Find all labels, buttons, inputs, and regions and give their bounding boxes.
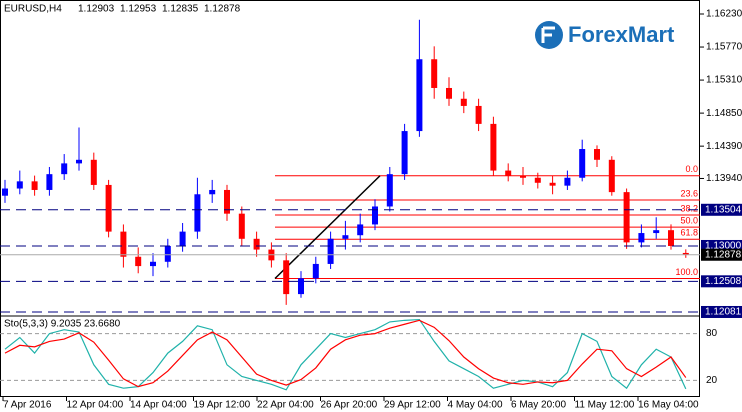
candle-body <box>283 260 290 295</box>
candle-body <box>135 256 142 267</box>
candle-body <box>238 213 245 239</box>
candle-body <box>342 235 349 239</box>
y-tick-label: 1.13940 <box>706 173 742 184</box>
price-box <box>701 248 742 261</box>
candle-body <box>90 159 97 185</box>
candle-body <box>682 252 689 255</box>
candle-body <box>372 206 378 225</box>
fib-label: 38.2 <box>680 203 698 213</box>
level-box <box>701 203 742 216</box>
candle-body <box>16 181 23 189</box>
candle-body <box>534 177 541 183</box>
candle-body <box>475 105 482 124</box>
candle-body <box>120 231 127 257</box>
y-tick-label: 1.15770 <box>706 42 742 53</box>
x-tick-label: 4 May 04:00 <box>448 400 503 411</box>
fib-label: 50.0 <box>680 216 698 226</box>
candle-body <box>401 131 408 175</box>
ohlc-value: 1.12835 <box>162 4 199 15</box>
y-tick-label: 1.14390 <box>706 141 742 152</box>
candle-body <box>564 177 571 186</box>
candle-body <box>623 192 630 243</box>
y-tick-label: 1.15310 <box>706 75 742 86</box>
indicator-line <box>4 319 687 388</box>
y-tick-label: 1.16230 <box>706 9 742 20</box>
candle-body <box>668 230 674 246</box>
x-tick-label: 16 May 04:00 <box>638 400 699 411</box>
candle-body <box>179 231 186 246</box>
candle-body <box>638 233 645 243</box>
candle-body <box>46 174 53 190</box>
candle-body <box>150 261 156 267</box>
candle-body <box>549 182 556 186</box>
indicator-line <box>4 318 687 391</box>
fib-trend-line <box>274 175 381 280</box>
candle-body <box>431 59 438 88</box>
x-tick-label: 11 May 12:00 <box>575 400 635 411</box>
fib-label: 61.8 <box>680 228 698 238</box>
candle-body <box>460 98 467 106</box>
candle-body <box>446 87 452 99</box>
candle-body <box>490 123 497 171</box>
level-label: 1.13000 <box>705 241 742 252</box>
ohlc-value: 1.12953 <box>120 4 157 15</box>
x-tick-label: 22 Apr 04:00 <box>257 400 314 411</box>
candle-body <box>2 188 8 196</box>
candle-body <box>61 163 68 175</box>
symbol-title: EURUSD,H4 <box>4 4 62 15</box>
x-tick-label: 14 Apr 04:00 <box>130 400 187 411</box>
y-tick-label: 20 <box>706 375 718 386</box>
candle-body <box>253 238 260 250</box>
candle-body <box>194 194 201 232</box>
x-tick-label: 26 Apr 20:00 <box>321 400 378 411</box>
y-tick-label: 80 <box>706 328 718 339</box>
candle-body <box>386 174 393 207</box>
indicator-title: Sto(5,3,3) 9.2035 23.6680 <box>4 319 121 330</box>
candle-body <box>76 159 82 164</box>
candle-body <box>416 59 423 132</box>
logo-text: ForexMart <box>568 22 675 47</box>
candle-body <box>608 159 615 193</box>
candle-body <box>298 278 304 295</box>
candle-body <box>164 245 171 262</box>
candle-body <box>505 170 512 176</box>
level-label: 1.13504 <box>705 204 742 215</box>
candle-body <box>209 189 216 195</box>
candle-body <box>520 175 526 178</box>
ohlc-value: 1.12878 <box>204 4 241 15</box>
candle-body <box>312 263 319 279</box>
candle-body <box>105 184 112 232</box>
fib-label: 23.6 <box>680 188 698 198</box>
candle-body <box>579 149 586 178</box>
plot-frame <box>0 0 700 397</box>
fib-label: 0.0 <box>685 164 698 174</box>
x-tick-label: 19 Apr 12:00 <box>194 400 251 411</box>
price-label: 1.12878 <box>705 249 742 260</box>
logo: ForexMart <box>535 21 675 49</box>
fib-label: 100.0 <box>675 267 698 277</box>
x-tick-label: 12 Apr 04:00 <box>67 400 124 411</box>
y-tick-label: 1.14850 <box>706 108 742 119</box>
candle-body <box>357 224 364 236</box>
level-box <box>701 305 742 318</box>
x-tick-label: 7 Apr 2016 <box>3 400 52 411</box>
candle-body <box>594 149 600 160</box>
level-box <box>701 275 742 288</box>
candle-body <box>224 189 230 214</box>
x-tick-label: 6 May 20:00 <box>511 400 566 411</box>
level-label: 1.12508 <box>705 276 742 287</box>
candle-body <box>327 238 334 264</box>
candle-body <box>653 230 660 234</box>
candle-body <box>31 181 38 190</box>
logo-mark <box>541 26 555 43</box>
level-label: 1.12081 <box>705 307 742 318</box>
x-tick-label: 29 Apr 12:00 <box>384 400 441 411</box>
ohlc-value: 1.12903 <box>78 4 115 15</box>
